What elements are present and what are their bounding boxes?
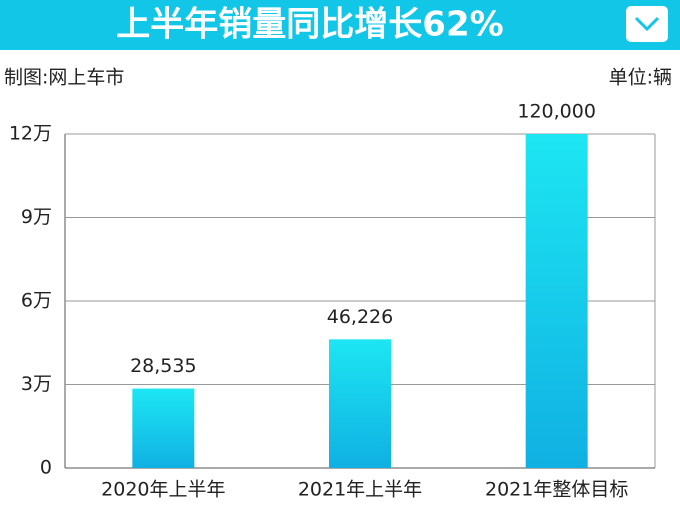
y-tick-label: 12万 xyxy=(9,123,52,145)
y-tick-label: 9万 xyxy=(21,206,52,228)
menu-button[interactable] xyxy=(626,6,668,42)
value-label: 120,000 xyxy=(517,101,596,123)
bar xyxy=(132,388,195,468)
y-tick-label: 0 xyxy=(40,457,52,479)
bar xyxy=(329,339,391,468)
chart-title: 上半年销量同比增长62% xyxy=(116,5,503,45)
bar xyxy=(525,134,588,468)
y-tick-label: 3万 xyxy=(21,373,52,395)
value-label: 28,535 xyxy=(130,355,196,377)
x-tick-label: 2021年整体目标 xyxy=(485,479,628,501)
source: 制图:网上车市 xyxy=(4,67,124,89)
x-tick-label: 2020年上半年 xyxy=(101,479,225,501)
value-label: 46,226 xyxy=(327,306,393,328)
y-tick-label: 6万 xyxy=(21,290,52,312)
unit: 单位:辆 xyxy=(609,67,672,89)
title-banner xyxy=(0,0,680,50)
x-tick-label: 2021年上半年 xyxy=(298,479,422,501)
